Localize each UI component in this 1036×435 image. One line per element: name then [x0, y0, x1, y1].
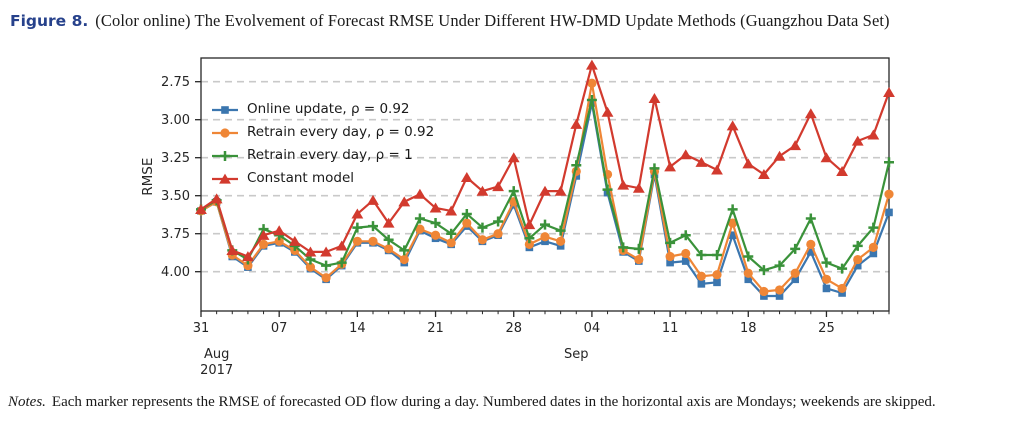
notes-body: Each marker represents the RMSE of forec…: [51, 394, 936, 410]
rmse-chart: 2.75 3.00 3.25 3.50 3.75 4.00 RMSE 31 07 14 21 28 04…: [0, 40, 1036, 390]
x-tick-label: 25: [818, 321, 835, 336]
legend-label: Retrain every day, ρ = 0.92: [247, 123, 435, 140]
x-tick-label: 11: [662, 321, 679, 336]
x-year-label: 2017: [200, 363, 233, 378]
plus-marker-icon: [212, 150, 238, 161]
circle-marker-icon: [212, 127, 238, 138]
x-tick-label: 14: [349, 321, 366, 336]
y-tick-label: 4.00: [161, 265, 190, 280]
x-tick-label: 04: [584, 321, 601, 336]
series-triangle: [195, 59, 895, 262]
x-tick-label: 07: [271, 321, 288, 336]
y-tick-label: 3.00: [161, 113, 190, 128]
chart-legend: Online update, ρ = 0.92 Retrain every da…: [210, 98, 434, 190]
square-marker-icon: [212, 105, 238, 114]
y-tick-label: 2.75: [161, 75, 190, 90]
x-tick-label: 18: [740, 321, 757, 336]
y-tick-label: 3.50: [161, 189, 190, 204]
triangle-marker-icon: [212, 173, 238, 184]
legend-item-retrain-092: Retrain every day, ρ = 0.92: [210, 121, 434, 144]
x-tick-label: 28: [505, 321, 522, 336]
figure-title: Figure 8. (Color online) The Evolvement o…: [10, 11, 1030, 31]
legend-label: Constant model: [247, 169, 355, 186]
figure-caption: (Color online) The Evolvement of Forecas…: [95, 11, 890, 30]
x-month-label: Aug: [204, 347, 229, 362]
rmse-chart-svg: 2.75 3.00 3.25 3.50 3.75 4.00 RMSE 31 07 14 21 28 04…: [140, 57, 895, 378]
legend-label: Retrain every day, ρ = 1: [247, 146, 413, 163]
x-month-label: Sep: [564, 347, 589, 362]
y-tick-label: 3.75: [161, 227, 190, 242]
y-tick-label: 3.25: [161, 151, 190, 166]
legend-label: Online update, ρ = 0.92: [247, 100, 410, 117]
figure-notes: Notes. Each marker represents the RMSE of…: [8, 392, 1024, 414]
notes-prefix: Notes.: [8, 394, 46, 410]
x-tick-label: 21: [427, 321, 444, 336]
figure-label: Figure 8.: [10, 12, 89, 30]
y-axis-title: RMSE: [140, 158, 156, 196]
legend-item-online-update: Online update, ρ = 0.92: [210, 98, 434, 121]
legend-item-constant-model: Constant model: [210, 167, 434, 190]
x-tick-label: 31: [193, 321, 210, 336]
legend-item-retrain-1: Retrain every day, ρ = 1: [210, 144, 434, 167]
y-axis: 2.75 3.00 3.25 3.50 3.75 4.00: [161, 75, 201, 280]
